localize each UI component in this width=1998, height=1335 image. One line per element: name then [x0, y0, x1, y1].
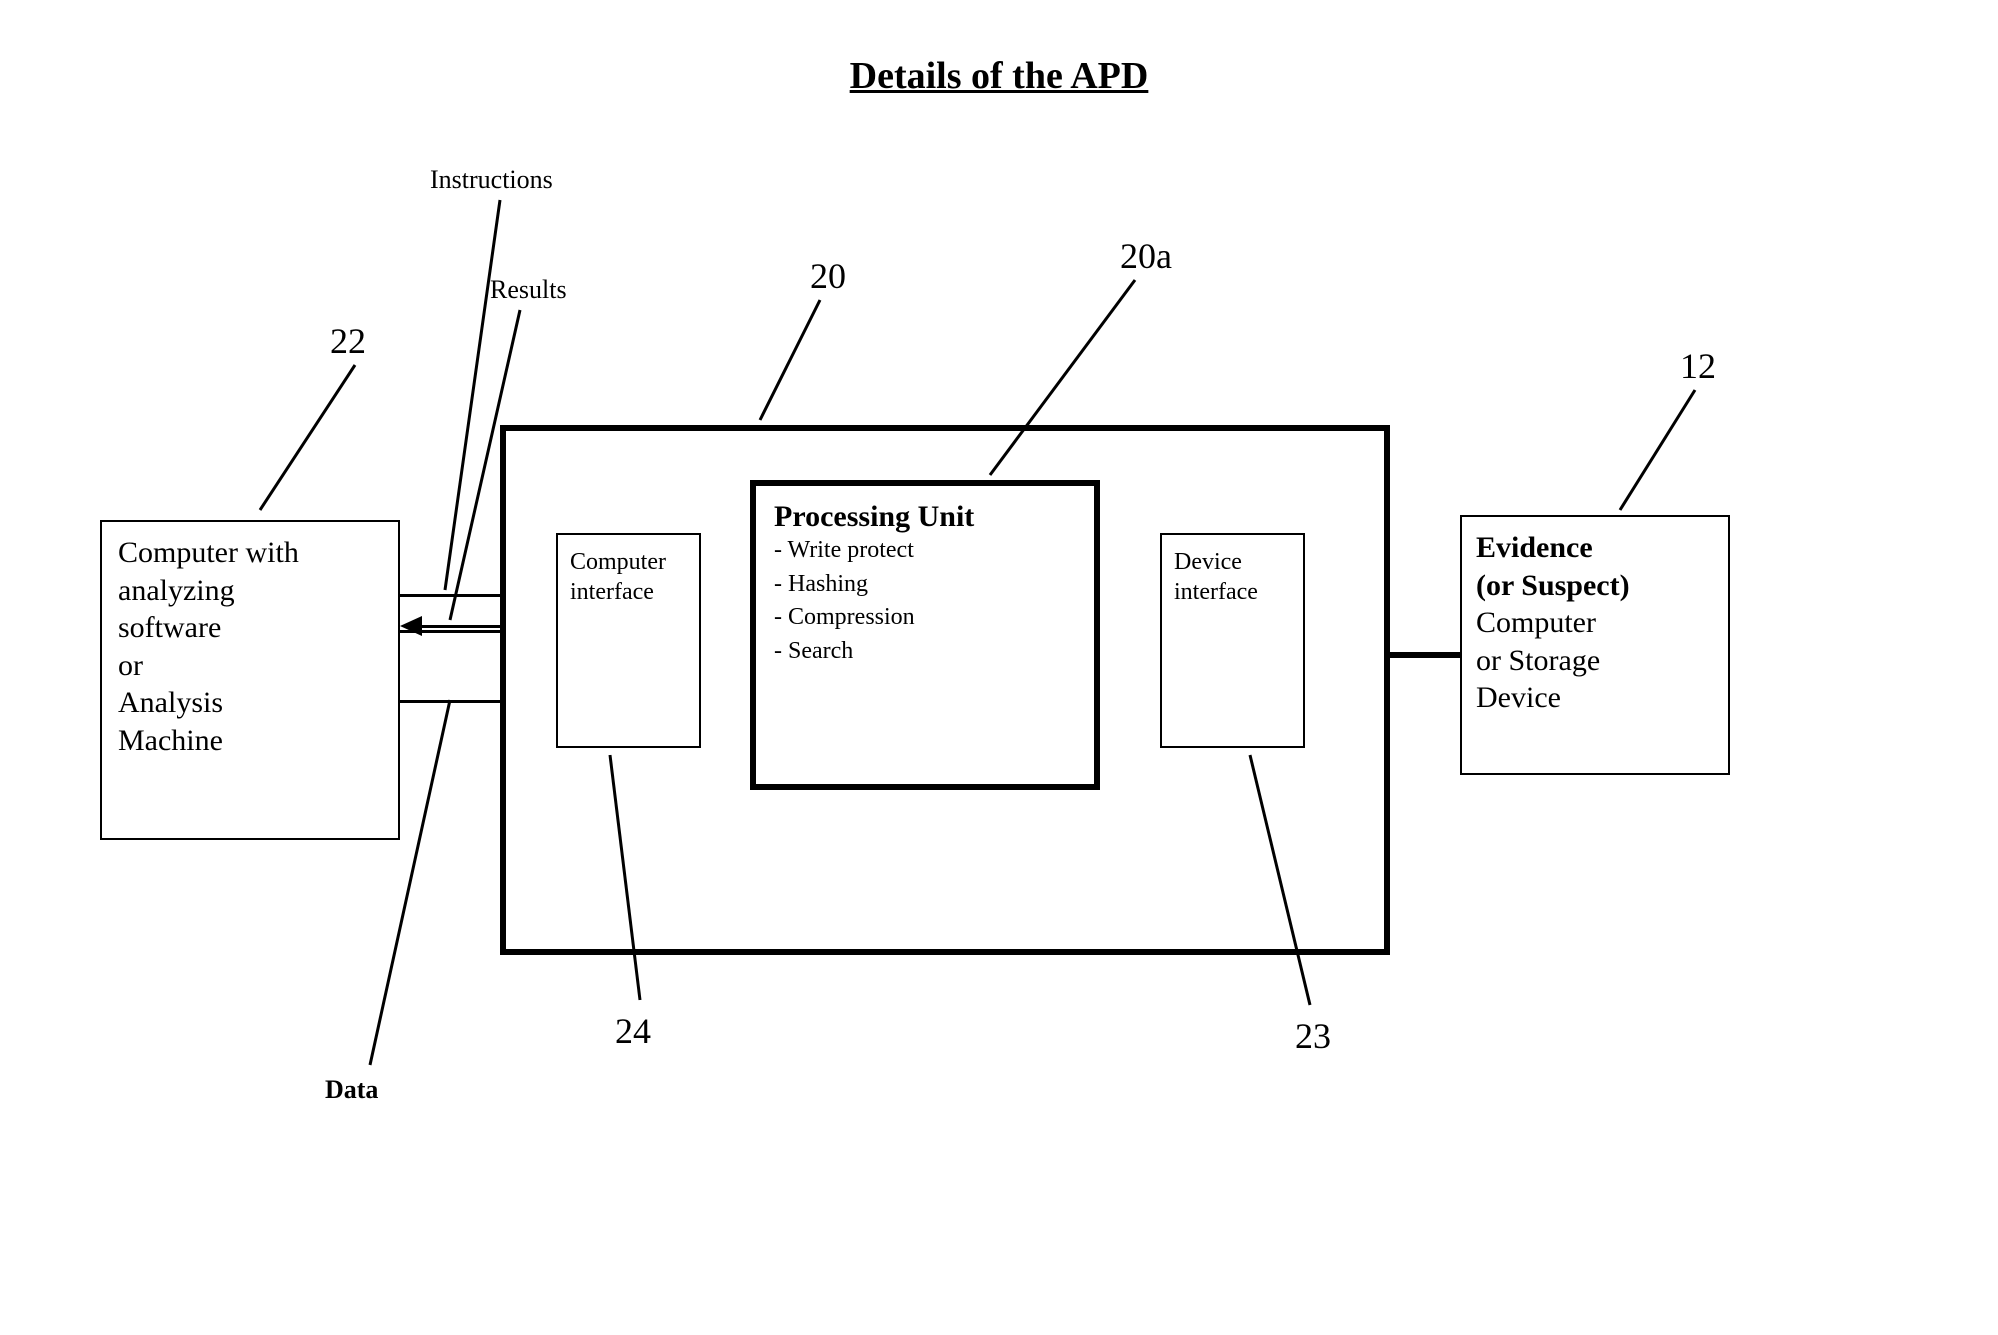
pu-item-3: - Search [774, 635, 1076, 669]
di-line-1: interface [1174, 577, 1291, 607]
label-results: Results [490, 275, 567, 305]
pu-item-2: - Compression [774, 601, 1076, 635]
processing-unit-title: Processing Unit [774, 500, 1076, 534]
analysis-line-4: Analysis [118, 684, 382, 722]
ref-20a: 20a [1120, 235, 1172, 277]
analysis-box: Computer with analyzing software or Anal… [100, 520, 400, 840]
ref-20: 20 [810, 255, 846, 297]
ref-23: 23 [1295, 1015, 1331, 1057]
ev-line-1: or Storage [1476, 642, 1714, 680]
ref-12: 12 [1680, 345, 1716, 387]
label-data: Data [325, 1075, 378, 1105]
analysis-line-5: Machine [118, 722, 382, 760]
analysis-line-3: or [118, 647, 382, 685]
analysis-line-1: analyzing [118, 572, 382, 610]
analysis-line-2: software [118, 609, 382, 647]
ev-title-0: Evidence [1476, 529, 1714, 567]
pu-item-1: - Hashing [774, 568, 1076, 602]
ev-title-1: (or Suspect) [1476, 567, 1714, 605]
processing-unit-box: Processing Unit - Write protect - Hashin… [750, 480, 1100, 790]
ref-22: 22 [330, 320, 366, 362]
ci-line-1: interface [570, 577, 687, 607]
computer-interface-box: Computer interface [556, 533, 701, 748]
label-instructions: Instructions [430, 165, 553, 195]
ci-line-0: Computer [570, 547, 687, 577]
ev-line-2: Device [1476, 679, 1714, 717]
evidence-box: Evidence (or Suspect) Computer or Storag… [1460, 515, 1730, 775]
diagram-canvas: Details of the APD 22 20 20a 12 24 23 In… [0, 0, 1998, 1335]
device-interface-box: Device interface [1160, 533, 1305, 748]
pu-item-0: - Write protect [774, 534, 1076, 568]
ev-line-0: Computer [1476, 604, 1714, 642]
analysis-line-0: Computer with [118, 534, 382, 572]
ref-24: 24 [615, 1010, 651, 1052]
diagram-title: Details of the APD [0, 54, 1998, 98]
arrow-out-head [400, 616, 422, 636]
di-line-0: Device [1174, 547, 1291, 577]
